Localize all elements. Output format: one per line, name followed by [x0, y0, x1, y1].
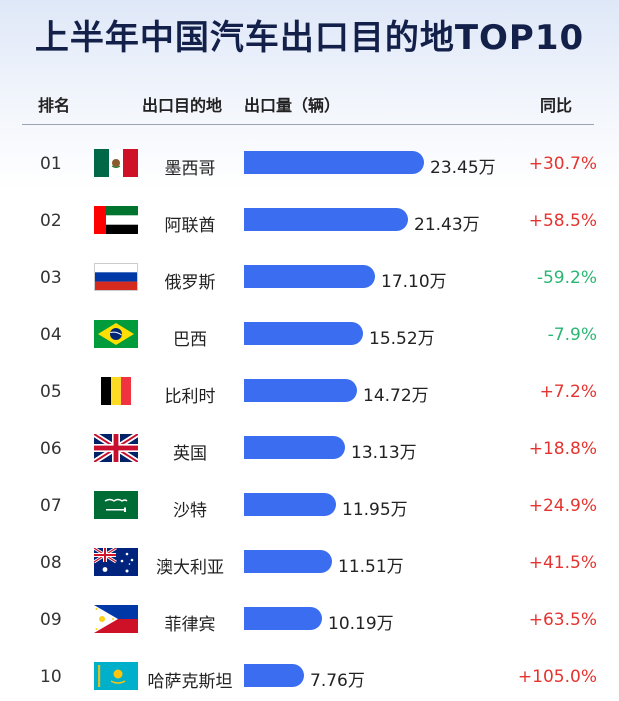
header-volume: 出口量（辆）	[244, 96, 341, 115]
country-name: 阿联酋	[164, 216, 216, 236]
country-name: 菲律宾	[164, 615, 216, 635]
bar	[244, 208, 408, 231]
rank-label: 05	[40, 382, 62, 402]
saudi-flag	[94, 491, 138, 519]
table-row: 05 比利时 14.72万 +7.2%	[0, 373, 619, 413]
value-label: 13.13万	[351, 443, 417, 463]
table-row: 03 俄罗斯 17.10万 -59.2%	[0, 259, 619, 299]
rank-label: 07	[40, 496, 62, 516]
table-row: 04 巴西 15.52万 -7.9%	[0, 316, 619, 356]
yoy-label: +41.5%	[528, 553, 597, 573]
australia-flag	[94, 548, 138, 576]
header-divider	[22, 124, 594, 125]
table-row: 02 阿联酋 21.43万 +58.5%	[0, 202, 619, 242]
bar	[244, 265, 375, 288]
bar	[244, 151, 424, 174]
country-name: 澳大利亚	[156, 558, 224, 578]
yoy-label: -7.9%	[547, 325, 597, 345]
value-label: 7.76万	[310, 671, 365, 691]
country-name: 比利时	[164, 387, 216, 407]
table-row: 06 英国 13.13万 +18.8%	[0, 430, 619, 470]
yoy-label: -59.2%	[536, 268, 597, 288]
value-label: 21.43万	[414, 215, 480, 235]
yoy-label: +18.8%	[528, 439, 597, 459]
yoy-label: +63.5%	[528, 610, 597, 630]
value-label: 17.10万	[381, 272, 447, 292]
yoy-label: +7.2%	[539, 382, 597, 402]
header-yoy: 同比	[540, 96, 573, 115]
header-destination: 出口目的地	[142, 96, 223, 115]
value-label: 15.52万	[369, 329, 435, 349]
kazakhstan-flag	[94, 662, 138, 690]
brazil-flag	[94, 320, 138, 348]
bar	[244, 664, 304, 687]
country-name: 墨西哥	[164, 159, 216, 179]
bar	[244, 436, 345, 459]
rank-label: 10	[40, 667, 62, 687]
rank-label: 03	[40, 268, 62, 288]
value-label: 14.72万	[363, 386, 429, 406]
yoy-label: +24.9%	[528, 496, 597, 516]
country-name: 哈萨克斯坦	[147, 672, 233, 692]
philippines-flag	[94, 605, 138, 633]
rank-label: 02	[40, 211, 62, 231]
bar	[244, 379, 357, 402]
rank-label: 01	[40, 154, 62, 174]
country-name: 英国	[173, 444, 207, 464]
table-row: 07 沙特 11.95万 +24.9%	[0, 487, 619, 527]
value-label: 11.51万	[338, 557, 404, 577]
table-row: 08 澳大利亚 11.51万 +41.5%	[0, 544, 619, 584]
value-label: 10.19万	[328, 614, 394, 634]
value-label: 23.45万	[430, 158, 496, 178]
belgium-flag	[94, 377, 138, 405]
rank-label: 09	[40, 610, 62, 630]
country-name: 俄罗斯	[164, 273, 216, 293]
rank-label: 06	[40, 439, 62, 459]
table-row: 10 哈萨克斯坦 7.76万 +105.0%	[0, 658, 619, 698]
table-row: 09 菲律宾 10.19万 +63.5%	[0, 601, 619, 641]
chart-title: 上半年中国汽车出口目的地TOP10	[34, 18, 585, 58]
bar	[244, 607, 322, 630]
country-name: 沙特	[173, 501, 207, 521]
table-row: 01 墨西哥 23.45万 +30.7%	[0, 145, 619, 185]
yoy-label: +105.0%	[517, 667, 597, 687]
bar	[244, 493, 336, 516]
rank-label: 04	[40, 325, 62, 345]
uae-flag	[94, 206, 138, 234]
mexico-flag	[94, 149, 138, 177]
bar	[244, 322, 363, 345]
yoy-label: +30.7%	[528, 154, 597, 174]
country-name: 巴西	[173, 330, 207, 350]
value-label: 11.95万	[342, 500, 408, 520]
russia-flag	[94, 263, 138, 291]
uk-flag	[94, 434, 138, 462]
yoy-label: +58.5%	[528, 211, 597, 231]
bar	[244, 550, 332, 573]
rank-label: 08	[40, 553, 62, 573]
header-rank: 排名	[38, 96, 71, 115]
